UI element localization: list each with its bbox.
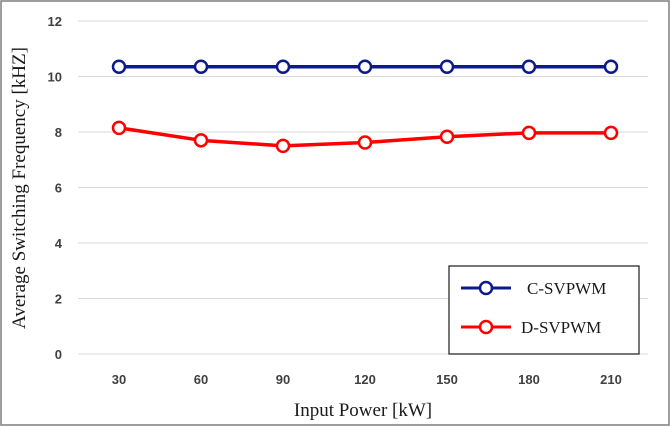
y-tick-label: 12: [48, 14, 62, 29]
data-point-c-svpwm: [275, 59, 291, 75]
data-point-c-svpwm: [521, 59, 537, 75]
y-tick-label: 0: [55, 347, 62, 362]
series-layer: [111, 59, 619, 154]
x-axis-title: Input Power [kW]: [294, 400, 432, 421]
y-tick-labels: 0 2 4 6 8 10 12: [48, 14, 63, 362]
legend-marker-d-svpwm: [478, 319, 494, 335]
y-axis-title: Average Switching Frequency [kHZ]: [9, 47, 30, 329]
x-tick-label: 30: [112, 372, 126, 387]
legend: C-SVPWM D-SVPWM: [448, 265, 640, 355]
data-point-c-svpwm: [439, 59, 455, 75]
x-tick-label: 180: [518, 372, 540, 387]
legend-marker-c-svpwm: [478, 280, 494, 296]
y-tick-label: 10: [48, 70, 62, 85]
y-tick-label: 4: [55, 236, 63, 251]
x-tick-label: 210: [600, 372, 622, 387]
y-tick-label: 8: [55, 125, 62, 140]
x-tick-label: 90: [276, 372, 290, 387]
data-point-d-svpwm: [603, 125, 619, 141]
data-point-d-svpwm: [275, 138, 291, 154]
x-tick-label: 60: [194, 372, 208, 387]
legend-label-d-svpwm: D-SVPWM: [521, 318, 601, 337]
x-tick-label: 120: [354, 372, 376, 387]
data-point-d-svpwm: [439, 129, 455, 144]
data-point-c-svpwm: [603, 59, 619, 75]
data-point-d-svpwm: [357, 135, 373, 150]
x-tick-labels: 30 60 90 120 150 180 210: [112, 372, 622, 387]
data-point-c-svpwm: [193, 59, 209, 75]
data-point-d-svpwm: [111, 120, 127, 136]
data-point-c-svpwm: [111, 59, 127, 75]
legend-box: [448, 265, 640, 355]
y-tick-label: 2: [55, 292, 62, 307]
x-tick-label: 150: [436, 372, 458, 387]
data-point-d-svpwm: [521, 125, 537, 141]
gridlines: [78, 20, 648, 355]
y-tick-label: 6: [55, 181, 62, 196]
data-point-d-svpwm: [193, 133, 209, 148]
legend-label-c-svpwm: C-SVPWM: [527, 279, 606, 298]
data-point-c-svpwm: [357, 59, 373, 75]
